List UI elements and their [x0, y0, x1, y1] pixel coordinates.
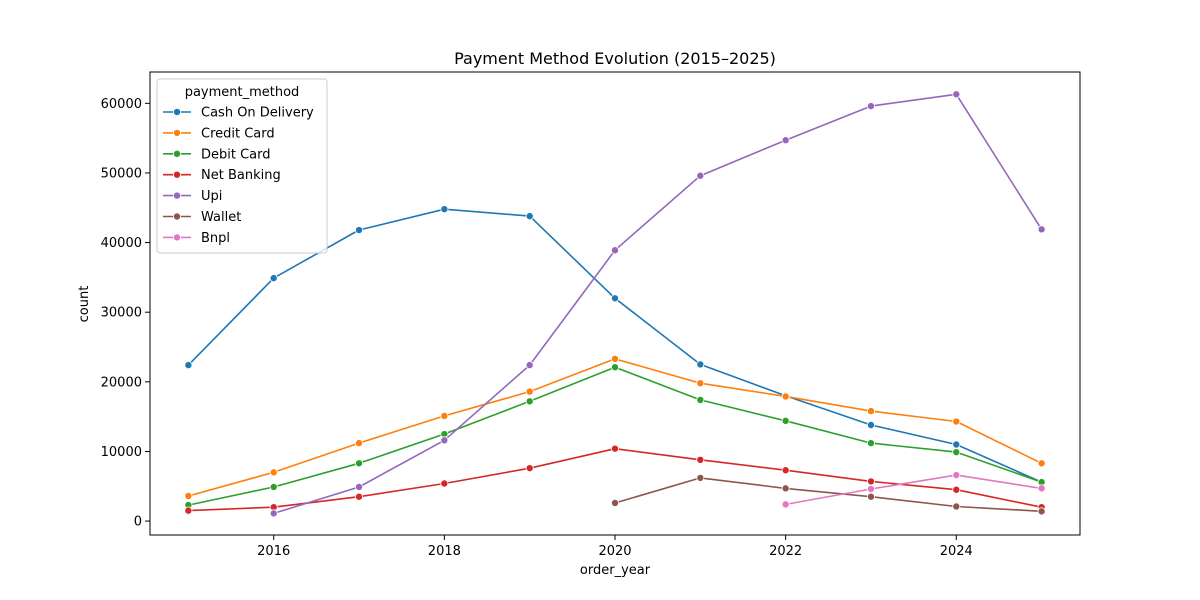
legend-entry-label: Credit Card — [201, 126, 275, 141]
data-point — [355, 439, 364, 448]
data-point — [696, 473, 705, 482]
data-point — [269, 482, 278, 491]
data-point — [866, 439, 875, 448]
data-point — [952, 417, 961, 426]
data-point — [1037, 484, 1046, 493]
y-tick-label: 0 — [134, 515, 142, 530]
legend-title: payment_method — [185, 85, 300, 100]
data-point — [184, 506, 193, 515]
data-point — [611, 294, 620, 303]
data-point — [866, 420, 875, 429]
data-point — [952, 471, 961, 480]
data-point — [611, 363, 620, 372]
data-point — [355, 459, 364, 468]
legend-entry-label: Wallet — [201, 210, 241, 225]
data-point — [525, 361, 534, 370]
x-tick-label: 2024 — [940, 544, 973, 559]
legend-entry-label: Cash On Delivery — [201, 106, 314, 121]
x-tick-label: 2018 — [428, 544, 461, 559]
data-point — [952, 448, 961, 457]
data-point — [269, 274, 278, 283]
y-tick-label: 30000 — [101, 306, 142, 321]
data-point — [355, 226, 364, 235]
plot-area: 2016 2018 2020 2022 2024 0 10000 20000 30000 4000… — [101, 71, 1081, 559]
data-point — [440, 205, 449, 214]
data-point — [952, 440, 961, 449]
data-point — [696, 395, 705, 404]
legend-items: Cash On Delivery Credit Card Debit Card Net… — [163, 106, 314, 246]
data-point — [525, 212, 534, 221]
data-point — [781, 392, 790, 401]
legend-frame — [156, 78, 328, 254]
data-point — [696, 360, 705, 369]
data-point — [355, 482, 364, 491]
x-axis-label: order_year — [580, 563, 651, 578]
data-point — [440, 436, 449, 445]
x-tick-label: 2016 — [257, 544, 290, 559]
data-point — [184, 361, 193, 370]
data-point — [696, 379, 705, 388]
data-point — [866, 407, 875, 416]
y-tick-label: 40000 — [101, 236, 142, 251]
data-point — [525, 464, 534, 473]
legend-swatch-marker — [172, 149, 181, 158]
y-axis-label: count — [77, 286, 92, 323]
legend-entry-label: Debit Card — [201, 147, 271, 162]
data-point — [952, 485, 961, 494]
data-point — [781, 484, 790, 493]
legend-swatch-marker — [172, 191, 181, 200]
data-point — [866, 102, 875, 111]
legend-swatch-marker — [172, 212, 181, 221]
data-point — [1037, 459, 1046, 468]
data-point — [866, 477, 875, 486]
data-point — [781, 466, 790, 475]
series-line-6 — [785, 474, 1042, 506]
data-point — [696, 171, 705, 180]
legend-entry-label: Net Banking — [201, 168, 281, 183]
data-point — [355, 492, 364, 501]
legend-entry-label: Bnpl — [201, 231, 230, 246]
data-point — [866, 492, 875, 501]
data-point — [611, 498, 620, 507]
x-tick-label: 2022 — [769, 544, 802, 559]
legend-swatch-marker — [172, 170, 181, 179]
data-point — [525, 387, 534, 396]
y-tick-label: 10000 — [101, 445, 142, 460]
series-line-4 — [273, 93, 1043, 515]
data-point — [781, 500, 790, 509]
y-tick-label: 60000 — [101, 97, 142, 112]
data-point — [952, 90, 961, 99]
data-point — [781, 416, 790, 425]
data-point — [269, 509, 278, 518]
data-point — [781, 136, 790, 145]
data-point — [184, 492, 193, 501]
legend-swatch-marker — [172, 108, 181, 117]
legend-entry-label: Upi — [201, 189, 222, 204]
series-line-5 — [614, 477, 1042, 513]
chart-title: Payment Method Evolution (2015–2025) — [454, 49, 776, 68]
data-point — [866, 485, 875, 494]
data-point — [525, 397, 534, 406]
legend-swatch-marker — [172, 233, 181, 242]
x-tick-label: 2020 — [598, 544, 631, 559]
data-point — [1037, 507, 1046, 516]
data-point — [611, 354, 620, 363]
y-tick-label: 50000 — [101, 166, 142, 181]
y-tick-label: 20000 — [101, 375, 142, 390]
data-point — [952, 502, 961, 511]
data-point — [440, 411, 449, 420]
data-point — [611, 246, 620, 255]
legend: payment_method Cash On Delivery Credit Ca… — [156, 78, 328, 254]
data-point — [1037, 225, 1046, 234]
data-point — [440, 479, 449, 488]
legend-swatch-marker — [172, 128, 181, 137]
data-point — [696, 455, 705, 464]
data-point — [269, 468, 278, 477]
data-point — [611, 444, 620, 453]
